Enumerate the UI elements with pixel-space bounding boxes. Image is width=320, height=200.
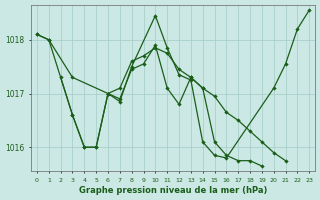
X-axis label: Graphe pression niveau de la mer (hPa): Graphe pression niveau de la mer (hPa) bbox=[79, 186, 267, 195]
